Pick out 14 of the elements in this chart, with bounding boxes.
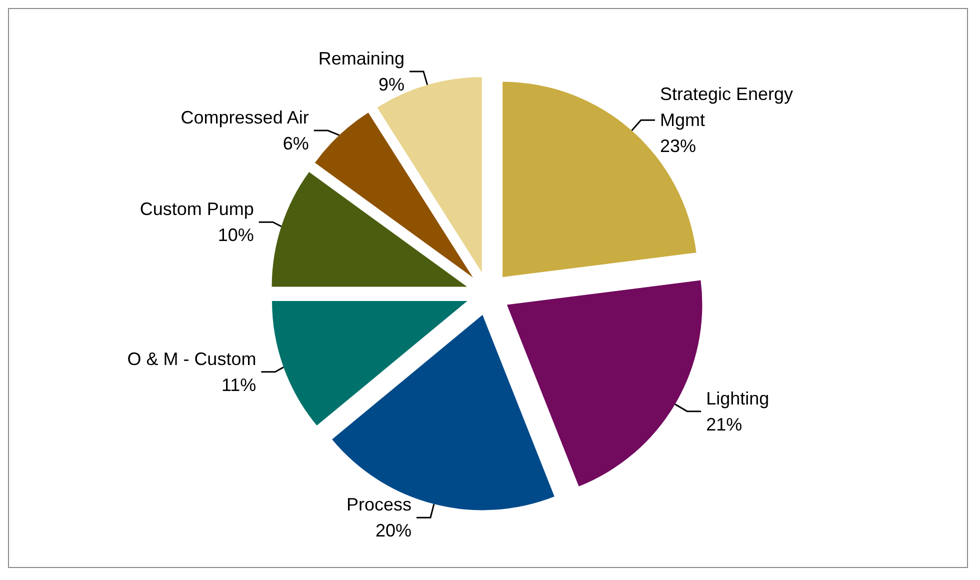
data-label: 11% bbox=[222, 374, 256, 395]
slice-label: Lighting bbox=[706, 388, 770, 408]
data-label: 21% bbox=[706, 414, 742, 434]
slice-label: Process bbox=[346, 494, 412, 515]
slice-label: Remaining bbox=[318, 48, 404, 68]
data-label: 10% bbox=[218, 225, 254, 246]
data-label: 23% bbox=[660, 136, 696, 156]
data-label: 20% bbox=[375, 520, 412, 541]
slice-label: Custom Pump bbox=[140, 199, 254, 220]
slice-label: Compressed Air bbox=[180, 108, 309, 128]
slice-label: Strategic Energy Mgmt bbox=[660, 84, 798, 130]
data-label: 6% bbox=[282, 134, 309, 154]
data-label: 9% bbox=[378, 74, 404, 94]
slice-label: O & M - Custom bbox=[127, 348, 256, 369]
